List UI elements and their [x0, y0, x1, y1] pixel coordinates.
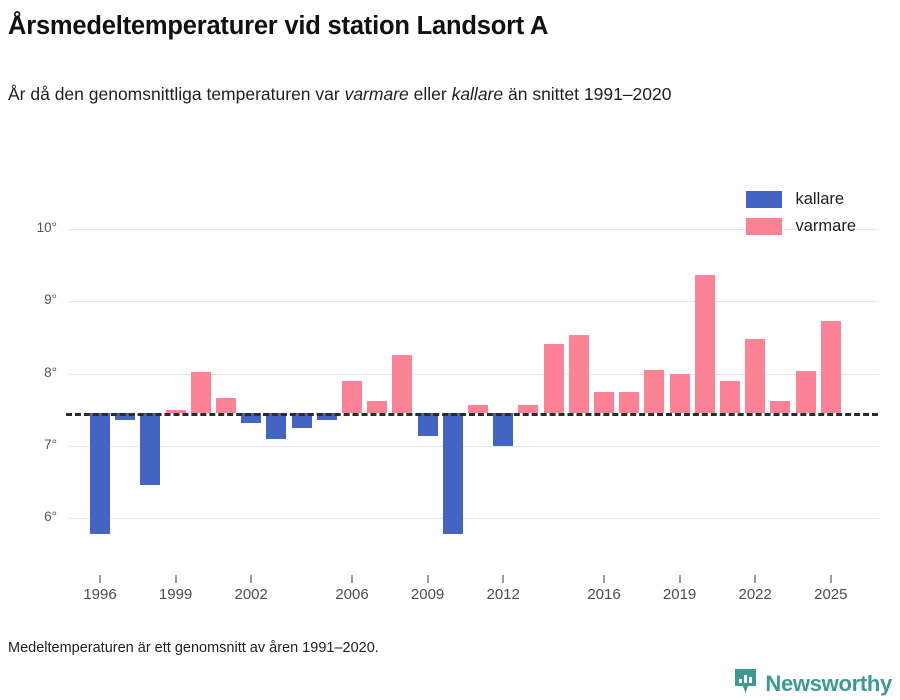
x-axis-tick: [754, 575, 757, 583]
bar[interactable]: [795, 371, 816, 414]
bar[interactable]: [568, 335, 589, 414]
bar[interactable]: [820, 321, 841, 414]
bar-chart: 6° 7° 8° 9° 10° 1996 1999 2002 2006 2009 2012 2016…: [36, 220, 878, 603]
x-axis-tick-label: 2016: [587, 586, 621, 603]
gridline: [68, 445, 878, 447]
bar[interactable]: [694, 275, 715, 414]
brand-name: Newsworthy: [765, 671, 892, 696]
subtitle-text-1: År då den genomsnittliga temperaturen va…: [8, 84, 345, 104]
bar[interactable]: [165, 409, 186, 414]
x-axis-tick-label: 1999: [158, 586, 193, 603]
x-axis-tick-label: 2022: [738, 586, 772, 603]
bar[interactable]: [669, 374, 690, 414]
x-axis-tick-label: 2019: [662, 586, 697, 603]
gridline: [68, 518, 878, 519]
bar[interactable]: [316, 413, 337, 420]
bar[interactable]: [770, 400, 791, 414]
subtitle-emphasis-kallare: kallare: [451, 84, 504, 104]
x-axis-tick: [678, 575, 681, 583]
y-axis-tick-label: 9°: [44, 292, 57, 308]
bar[interactable]: [417, 413, 438, 436]
bar[interactable]: [90, 413, 110, 534]
legend-item-varmare[interactable]: varmare: [746, 213, 856, 240]
legend-item-kallare[interactable]: kallare: [746, 186, 856, 213]
bar[interactable]: [115, 413, 136, 420]
x-axis-tick-label: 2025: [814, 586, 848, 603]
subtitle-text-3: än snittet 1991–2020: [503, 84, 672, 104]
bar[interactable]: [241, 413, 262, 423]
reference-line-average: [66, 413, 878, 417]
x-axis-tick-label: 1996: [83, 586, 117, 603]
y-axis-tick-label: 10°: [36, 220, 57, 235]
x-axis-tick: [250, 575, 253, 583]
bar[interactable]: [140, 413, 161, 486]
bar[interactable]: [493, 413, 514, 446]
y-axis-tick-label: 8°: [44, 364, 57, 380]
x-axis-tick-label: 2006: [335, 586, 369, 603]
gridline: [68, 229, 878, 230]
bar[interactable]: [745, 338, 766, 414]
bar[interactable]: [291, 413, 312, 428]
x-axis-tick: [174, 575, 177, 583]
bar[interactable]: [543, 343, 564, 414]
bar[interactable]: [619, 392, 640, 414]
bar-chart-pin-icon: [733, 668, 758, 700]
bar[interactable]: [468, 405, 488, 414]
brand-logo[interactable]: Newsworthy: [733, 668, 892, 700]
chart-legend: kallare varmare: [746, 186, 856, 240]
legend-swatch: [746, 218, 783, 235]
x-axis-tick-label: 2012: [486, 586, 520, 603]
bar[interactable]: [392, 355, 413, 414]
x-axis-tick: [502, 575, 505, 583]
bar[interactable]: [367, 400, 388, 414]
y-axis-tick-label: 7°: [44, 436, 57, 452]
page-title: Årsmedeltemperaturer vid station Landsor…: [8, 12, 549, 40]
legend-swatch: [746, 191, 783, 208]
bar[interactable]: [518, 404, 539, 414]
x-axis-tick: [603, 575, 605, 583]
bar[interactable]: [594, 392, 614, 414]
bar[interactable]: [342, 380, 362, 414]
x-axis-tick: [426, 575, 429, 583]
chart-footnote: Medeltemperaturen är ett genomsnitt av å…: [8, 640, 379, 656]
bar[interactable]: [216, 398, 236, 414]
x-axis-tick: [351, 575, 353, 583]
bar[interactable]: [190, 372, 211, 414]
bar[interactable]: [720, 380, 740, 414]
bar[interactable]: [644, 369, 665, 414]
x-axis-tick-label: 2002: [234, 586, 268, 603]
legend-label: varmare: [795, 217, 856, 235]
x-axis-tick: [99, 575, 101, 583]
x-axis-tick-label: 2009: [410, 586, 445, 603]
bar[interactable]: [266, 413, 287, 439]
gridline: [68, 301, 878, 303]
x-axis-tick: [829, 575, 832, 583]
bar[interactable]: [442, 413, 463, 534]
gridline: [68, 373, 878, 375]
subtitle-emphasis-varmare: varmare: [344, 84, 409, 104]
legend-label: kallare: [795, 190, 845, 208]
y-axis-tick-label: 6°: [44, 509, 57, 524]
subtitle-text-2: eller: [408, 84, 452, 104]
chart-subtitle: År då den genomsnittliga temperaturen va…: [8, 80, 868, 109]
